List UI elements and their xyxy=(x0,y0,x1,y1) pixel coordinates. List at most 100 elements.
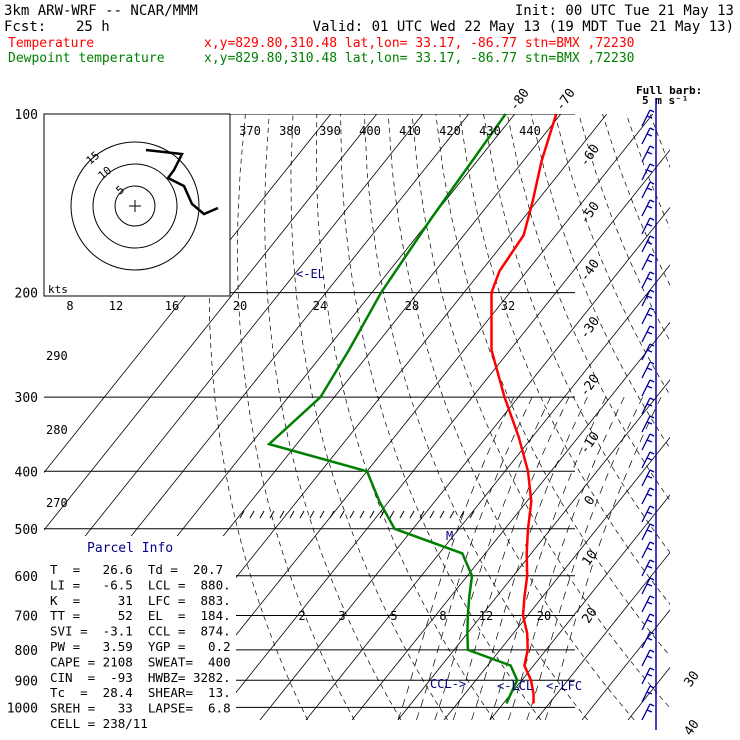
dry-adiabat-line xyxy=(674,114,740,720)
hodograph-ring xyxy=(92,163,178,249)
wind-barb-flag xyxy=(646,421,653,425)
dry-adiabat-line xyxy=(411,114,670,709)
parcel-info-row: T = 26.6 Td = 20.7 xyxy=(50,562,223,577)
theta-tick-label: 430 xyxy=(479,124,501,138)
legend-dewpoint-location: x,y=829.80,310.48 lat,lon= 33.17, -86.77… xyxy=(204,51,634,66)
wind-barb-flag xyxy=(649,631,655,635)
dry-adiabat-line xyxy=(602,114,670,287)
wind-barb xyxy=(641,397,651,415)
hatch-mark xyxy=(379,510,385,519)
wind-barb xyxy=(641,379,651,397)
hatch-mark xyxy=(449,510,455,519)
isotherm-tick-label: -70 xyxy=(553,86,579,114)
hatch-mark xyxy=(259,510,265,519)
dewpoint-trace xyxy=(266,113,519,705)
hatch-mark xyxy=(279,510,285,519)
pressure-tick-label: 1000 xyxy=(7,701,38,716)
hodograph-speed-label: 24 xyxy=(313,299,327,313)
wind-barb xyxy=(641,343,651,361)
isotherm-tick-label: 0 xyxy=(582,493,599,508)
wind-barb xyxy=(641,127,651,145)
mixing-ratio-label: 8 xyxy=(439,609,446,623)
mixing-ratio-label: 12 xyxy=(479,609,493,623)
wind-barb xyxy=(641,667,651,685)
theta-tick-label: 380 xyxy=(279,124,301,138)
wind-barb-flag xyxy=(649,217,655,221)
dry-adiabat-line xyxy=(315,114,495,720)
parcel-info-row: TT = 52 EL = 184. xyxy=(50,608,231,623)
isotherm-line xyxy=(44,114,378,531)
hatch-mark xyxy=(329,510,335,519)
moist-adiabat-line xyxy=(434,396,551,720)
hatch-mark xyxy=(349,510,355,519)
wind-barb-flag xyxy=(649,127,655,131)
wind-barb-flag xyxy=(649,487,655,491)
hatch-mark xyxy=(469,510,475,519)
wind-barb xyxy=(641,163,651,181)
wind-barb-flag xyxy=(646,709,653,713)
parcel-info-row: PW = 3.59 YGP = 0.2 xyxy=(50,639,231,654)
wind-barb-flag xyxy=(649,235,655,239)
wind-barb xyxy=(641,469,651,487)
isotherm-line xyxy=(167,114,654,720)
wind-barb-flag xyxy=(649,469,655,473)
dry-adiabat-line xyxy=(237,114,355,720)
isotherm-line xyxy=(305,264,670,720)
mixing-ratio-label: 5 xyxy=(390,609,397,623)
wind-barb-flag xyxy=(649,289,655,293)
sounding-traces: <-EL <-LCL <-LFC CCL-> M xyxy=(266,113,582,705)
isotherm-tick-label: 20 xyxy=(579,605,600,626)
wind-barb-flag xyxy=(649,271,655,275)
wind-barb xyxy=(641,109,651,127)
wind-barb xyxy=(641,541,651,559)
isotherm-tick-label: -80 xyxy=(507,86,533,114)
model-title: 3km ARW-WRF -- NCAR/MMM xyxy=(4,3,198,19)
wind-barb xyxy=(641,703,651,721)
isotherm-line xyxy=(397,379,670,720)
isotherm-line xyxy=(351,321,670,720)
wind-barb xyxy=(641,685,651,703)
hodograph-speed-label: 8 xyxy=(66,299,73,313)
moist-adiabat-line xyxy=(508,396,625,720)
wind-barb-flag xyxy=(646,115,653,119)
pressure-tick-label: 200 xyxy=(15,287,38,302)
theta-tick-label: 420 xyxy=(439,124,461,138)
wind-barb-flag xyxy=(646,259,653,263)
hodograph-speed-label: 20 xyxy=(233,299,247,313)
wind-barb-flag xyxy=(646,385,653,389)
wind-barb-flag xyxy=(646,475,653,479)
hatch-mark xyxy=(339,510,345,519)
isotherm-tick-label: 10 xyxy=(579,548,600,569)
pressure-tick-label: 700 xyxy=(15,610,38,625)
dry-adiabat-line xyxy=(578,114,670,342)
hatch-mark xyxy=(409,510,415,519)
wind-barb-flag xyxy=(646,619,653,623)
hodograph-speed-label: 12 xyxy=(109,299,123,313)
wind-barb-flag xyxy=(649,199,655,203)
legend-temperature-location: x,y=829.80,310.48 lat,lon= 33.17, -86.77… xyxy=(204,36,634,51)
wind-barb-flag xyxy=(649,577,655,581)
wind-barb-flag xyxy=(646,403,653,407)
wind-barb-flag xyxy=(649,541,655,545)
valid-time: Valid: 01 UTC Wed 22 May 13 (19 MDT Tue … xyxy=(313,19,734,35)
wind-barb-flag xyxy=(646,295,653,299)
dry-adiabat-line xyxy=(459,114,670,605)
dry-adiabat-line xyxy=(387,114,635,720)
wind-barb xyxy=(641,361,651,379)
theta-tick-label: 280 xyxy=(46,423,68,437)
parcel-info-box: Parcel Info T = 26.6 Td = 20.7LI = -6.5 … xyxy=(44,536,236,731)
theta-tick-label: 400 xyxy=(359,124,381,138)
wind-barb-flag xyxy=(646,277,653,281)
wind-barb-flag xyxy=(649,523,655,527)
wind-barb-flag xyxy=(646,241,653,245)
wind-barb xyxy=(641,559,651,577)
wind-barb xyxy=(641,433,651,451)
wind-barb-flag xyxy=(646,367,653,371)
wind-barb xyxy=(641,307,651,325)
isotherm-line xyxy=(489,494,670,720)
moist-adiabat-line xyxy=(397,396,515,720)
wind-barb-flag xyxy=(646,439,653,443)
hodograph-axis-label: kts xyxy=(48,283,68,296)
hatch-mark xyxy=(249,510,255,519)
dry-adiabat-line xyxy=(554,114,670,396)
